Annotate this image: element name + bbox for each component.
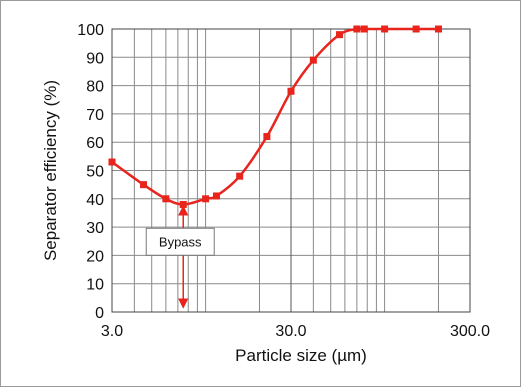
data-point bbox=[360, 25, 368, 33]
y-tick-label: 60 bbox=[86, 135, 104, 152]
grid bbox=[111, 28, 471, 313]
plot-border bbox=[111, 28, 471, 313]
data-point bbox=[287, 87, 295, 95]
y-tick-label: 100 bbox=[77, 22, 104, 39]
data-point bbox=[336, 31, 344, 39]
data-point bbox=[212, 192, 220, 200]
x-axis-label: Particle size (µm) bbox=[235, 346, 367, 365]
data-point bbox=[434, 25, 442, 33]
y-tick-label: 40 bbox=[86, 192, 104, 209]
bypass-label-box bbox=[145, 227, 215, 256]
y-tick-label: 10 bbox=[86, 277, 104, 294]
data-point bbox=[179, 200, 187, 208]
y-tick-label: 70 bbox=[86, 107, 104, 124]
y-axis-label: Separator efficiency (%) bbox=[41, 80, 60, 261]
data-point bbox=[202, 195, 210, 203]
y-tick-label: 0 bbox=[95, 305, 104, 322]
data-point bbox=[108, 158, 116, 166]
data-point bbox=[353, 25, 361, 33]
x-axis-ticks: 3.0 30.0 300.0 bbox=[101, 323, 490, 340]
data-point bbox=[412, 25, 420, 33]
data-point bbox=[162, 195, 170, 203]
data-point bbox=[140, 181, 148, 189]
y-tick-label: 50 bbox=[86, 164, 104, 181]
y-tick-label: 20 bbox=[86, 248, 104, 265]
x-tick-label: 30.0 bbox=[275, 323, 306, 340]
efficiency-series bbox=[108, 25, 442, 208]
bypass-annotation: Bypass bbox=[145, 205, 215, 309]
data-point bbox=[236, 172, 244, 180]
series-line bbox=[111, 27, 439, 206]
data-point bbox=[381, 25, 389, 33]
y-tick-label: 90 bbox=[86, 50, 104, 67]
data-point bbox=[263, 133, 271, 141]
y-axis-ticks: 0 10 20 30 40 50 60 70 80 90 100 bbox=[77, 22, 104, 322]
y-tick-label: 30 bbox=[86, 220, 104, 237]
bypass-label: Bypass bbox=[159, 234, 202, 249]
data-point bbox=[309, 56, 317, 64]
x-tick-label: 300.0 bbox=[450, 323, 490, 340]
y-tick-label: 80 bbox=[86, 79, 104, 96]
x-tick-label: 3.0 bbox=[101, 323, 123, 340]
